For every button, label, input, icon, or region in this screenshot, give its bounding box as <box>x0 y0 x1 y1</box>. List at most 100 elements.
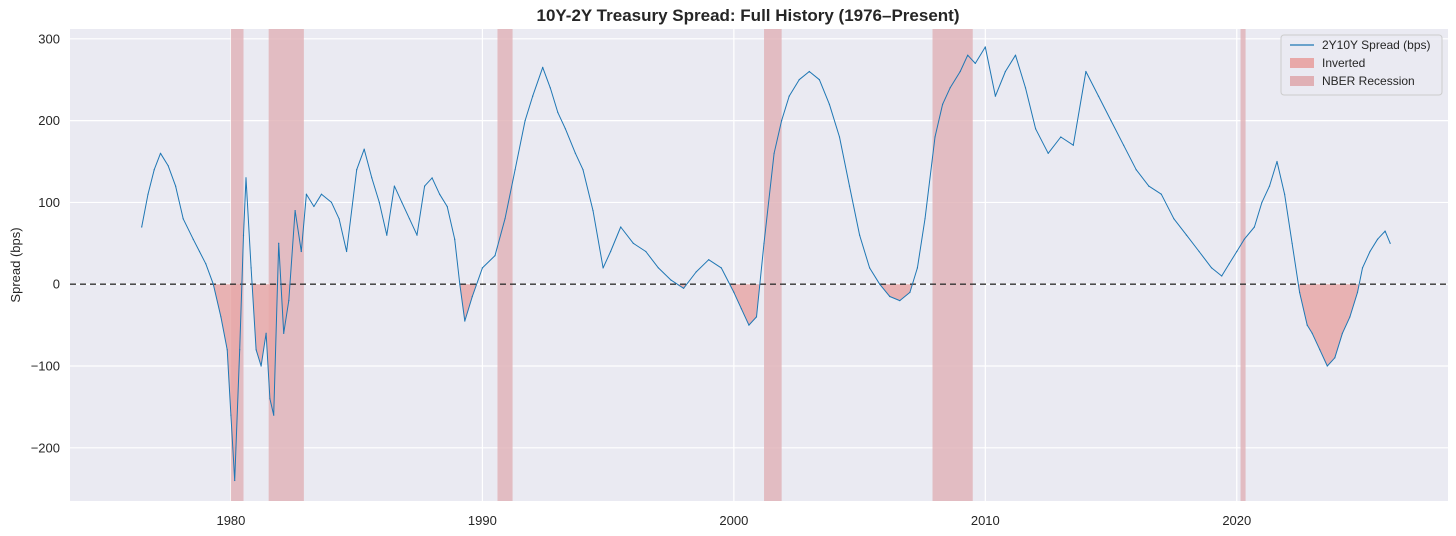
spread-point <box>1228 263 1230 265</box>
legend-label: 2Y10Y Spread (bps) <box>1322 38 1431 52</box>
spread-point <box>278 242 280 244</box>
spread-point <box>994 95 997 97</box>
spread-point <box>363 148 365 150</box>
spread-point <box>798 79 800 81</box>
spread-point <box>1361 267 1364 269</box>
spread-point <box>1243 238 1245 240</box>
spread-point <box>494 255 496 257</box>
spread-point <box>446 205 448 208</box>
spread-point <box>602 267 604 269</box>
spread-point <box>1148 185 1150 187</box>
spread-point <box>899 300 901 302</box>
spread-point <box>788 95 790 97</box>
spread-point <box>838 136 841 138</box>
x-tick-label: 2010 <box>971 513 1000 528</box>
spread-point <box>192 238 194 240</box>
spread-point <box>1236 250 1238 253</box>
spread-point <box>1085 70 1087 73</box>
spread-point <box>934 136 936 138</box>
spread-point <box>1072 144 1074 146</box>
spread-point <box>620 226 622 228</box>
spread-point <box>670 279 672 281</box>
spread-point <box>763 242 765 244</box>
inverted-area <box>729 284 760 326</box>
y-tick-label: 100 <box>38 195 60 210</box>
spread-point <box>153 169 155 171</box>
legend: 2Y10Y Spread (bps) Inverted NBER Recession <box>1280 34 1443 96</box>
spread-point <box>879 283 881 285</box>
spread-point <box>167 165 169 167</box>
spread-point <box>283 332 285 334</box>
x-tick-label: 2000 <box>719 513 748 528</box>
inverted-area <box>252 284 278 416</box>
spread-point <box>1097 95 1100 97</box>
spread-point <box>1253 226 1255 228</box>
spread-point <box>1024 87 1027 89</box>
spread-point <box>781 120 783 122</box>
legend-swatch-recession <box>1290 76 1314 86</box>
spread-point <box>967 54 969 56</box>
spread-point <box>733 291 735 293</box>
spread-point <box>755 316 758 318</box>
recession-band <box>268 29 304 501</box>
x-tick-label: 2020 <box>1222 513 1251 528</box>
spread-point <box>393 185 395 187</box>
spread-point <box>431 177 433 179</box>
spread-point <box>330 201 333 203</box>
recession-band <box>1240 29 1246 501</box>
spread-point <box>1326 365 1328 367</box>
spread-point <box>1004 70 1007 73</box>
recession-band <box>932 29 973 501</box>
spread-point <box>1334 357 1336 359</box>
spread-point <box>273 414 275 416</box>
spread-point <box>1047 152 1049 154</box>
spread-point <box>818 79 821 81</box>
tick-labels: 1980 1990 2000 2010 2020 −200 −100 0 100 200 300 <box>31 31 1252 528</box>
spread-point <box>371 177 373 179</box>
spread-point <box>524 120 526 122</box>
spread-point <box>147 193 149 195</box>
spread-point <box>974 62 976 64</box>
spread-point <box>356 169 358 171</box>
spread-point <box>198 250 201 253</box>
spread-point <box>1377 238 1379 240</box>
spread-point <box>424 185 426 187</box>
spread-point <box>514 169 516 171</box>
spread-point <box>471 295 473 298</box>
spread-point <box>564 128 567 130</box>
inverted-area <box>213 284 242 481</box>
spread-point <box>226 349 228 351</box>
spread-point <box>1198 250 1200 253</box>
spread-point <box>245 177 247 179</box>
spread-point <box>255 349 257 351</box>
y-tick-label: −100 <box>31 359 60 374</box>
spread-point <box>1299 291 1301 293</box>
spread-point <box>1276 160 1278 163</box>
spread-point <box>346 250 348 253</box>
spread-point <box>1356 291 1359 293</box>
chart-title: 10Y-2Y Treasury Spread: Full History (19… <box>537 6 960 25</box>
spread-point <box>205 263 207 265</box>
spread-point <box>175 185 177 187</box>
spread-point <box>481 267 483 269</box>
y-tick-label: 300 <box>38 31 60 46</box>
series-lines <box>141 46 1391 482</box>
spread-point <box>338 218 340 220</box>
spread-point <box>1035 128 1037 130</box>
y-tick-label: −200 <box>31 440 60 455</box>
spread-point <box>288 300 290 302</box>
spread-point <box>610 250 612 253</box>
spread-point <box>1284 193 1286 195</box>
spread-point <box>1349 316 1351 318</box>
spread-point <box>1369 250 1371 253</box>
spread-point <box>1341 332 1343 334</box>
spread-point <box>239 349 241 351</box>
legend-swatch-inverted <box>1290 58 1314 68</box>
spread-point <box>532 95 534 97</box>
spread-point <box>1319 349 1321 351</box>
spread-point <box>250 267 252 269</box>
spread-point <box>549 87 551 89</box>
spread-point <box>313 205 315 208</box>
y-tick-label: 200 <box>38 113 60 128</box>
spread-point <box>942 103 944 105</box>
